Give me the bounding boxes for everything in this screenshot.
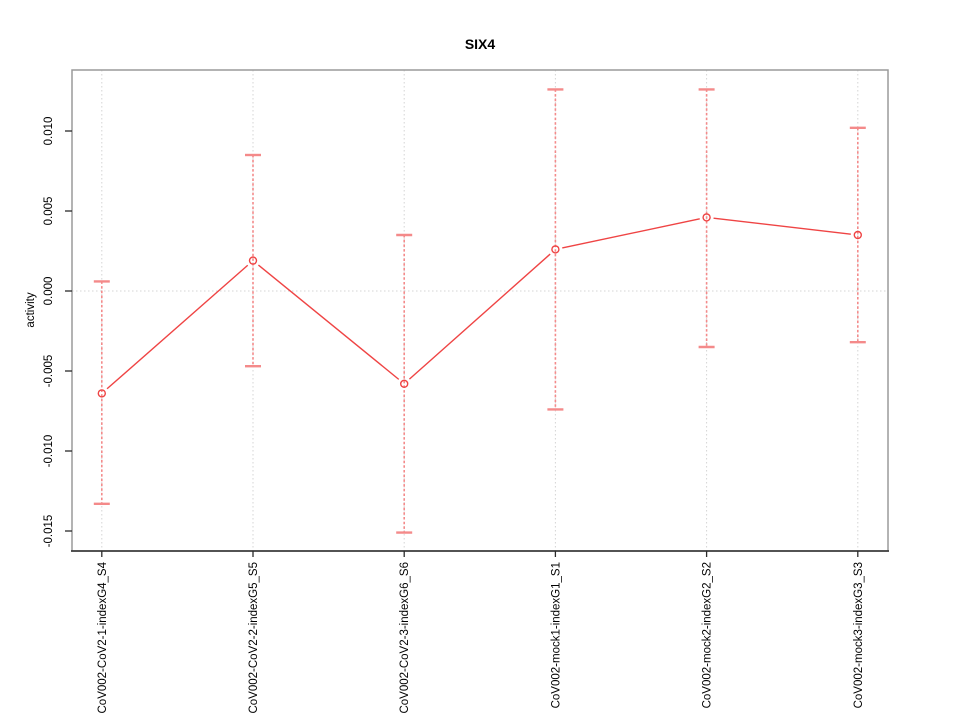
- series-segment: [713, 217, 851, 235]
- y-axis-label: activity: [25, 292, 37, 327]
- data-point-marker: [400, 379, 409, 388]
- plot-box: [71, 69, 889, 552]
- data-point-marker: [97, 389, 107, 398]
- series-segment: [106, 264, 249, 390]
- y-tick-label: -0.005: [43, 355, 55, 388]
- x-tick-label: CoV002-CoV2-2-indexG5_S5: [248, 562, 260, 714]
- x-tick-label: CoV002-CoV2-3-indexG6_S6: [399, 562, 411, 714]
- data-point-marker: [551, 245, 560, 254]
- y-tick-label: -0.015: [43, 515, 55, 548]
- chart-title: SIX4: [465, 36, 496, 52]
- y-tick-label: 0.010: [43, 117, 55, 146]
- x-tick-label: CoV002-mock3-indexG3_S3: [853, 562, 865, 708]
- y-tick-label: 0.000: [43, 277, 55, 306]
- data-point-marker: [248, 256, 258, 265]
- x-tick-label: CoV002-mock1-indexG1_S1: [550, 562, 562, 708]
- x-tick-label: CoV002-mock2-indexG2_S2: [702, 562, 714, 708]
- plot-area: -0.015 -0.010 -0.005 0.000 0.005 0.010 CoV002-…: [43, 69, 889, 714]
- series-segment: [562, 218, 700, 249]
- data-point-marker: [853, 230, 862, 240]
- data-point-marker: [702, 213, 711, 222]
- series-segment: [257, 264, 400, 380]
- series-segment: [408, 253, 551, 380]
- y-tick-label: 0.005: [43, 197, 55, 226]
- y-tick-label: -0.010: [43, 435, 55, 468]
- x-tick-label: CoV002-CoV2-1-indexG4_S4: [97, 561, 109, 713]
